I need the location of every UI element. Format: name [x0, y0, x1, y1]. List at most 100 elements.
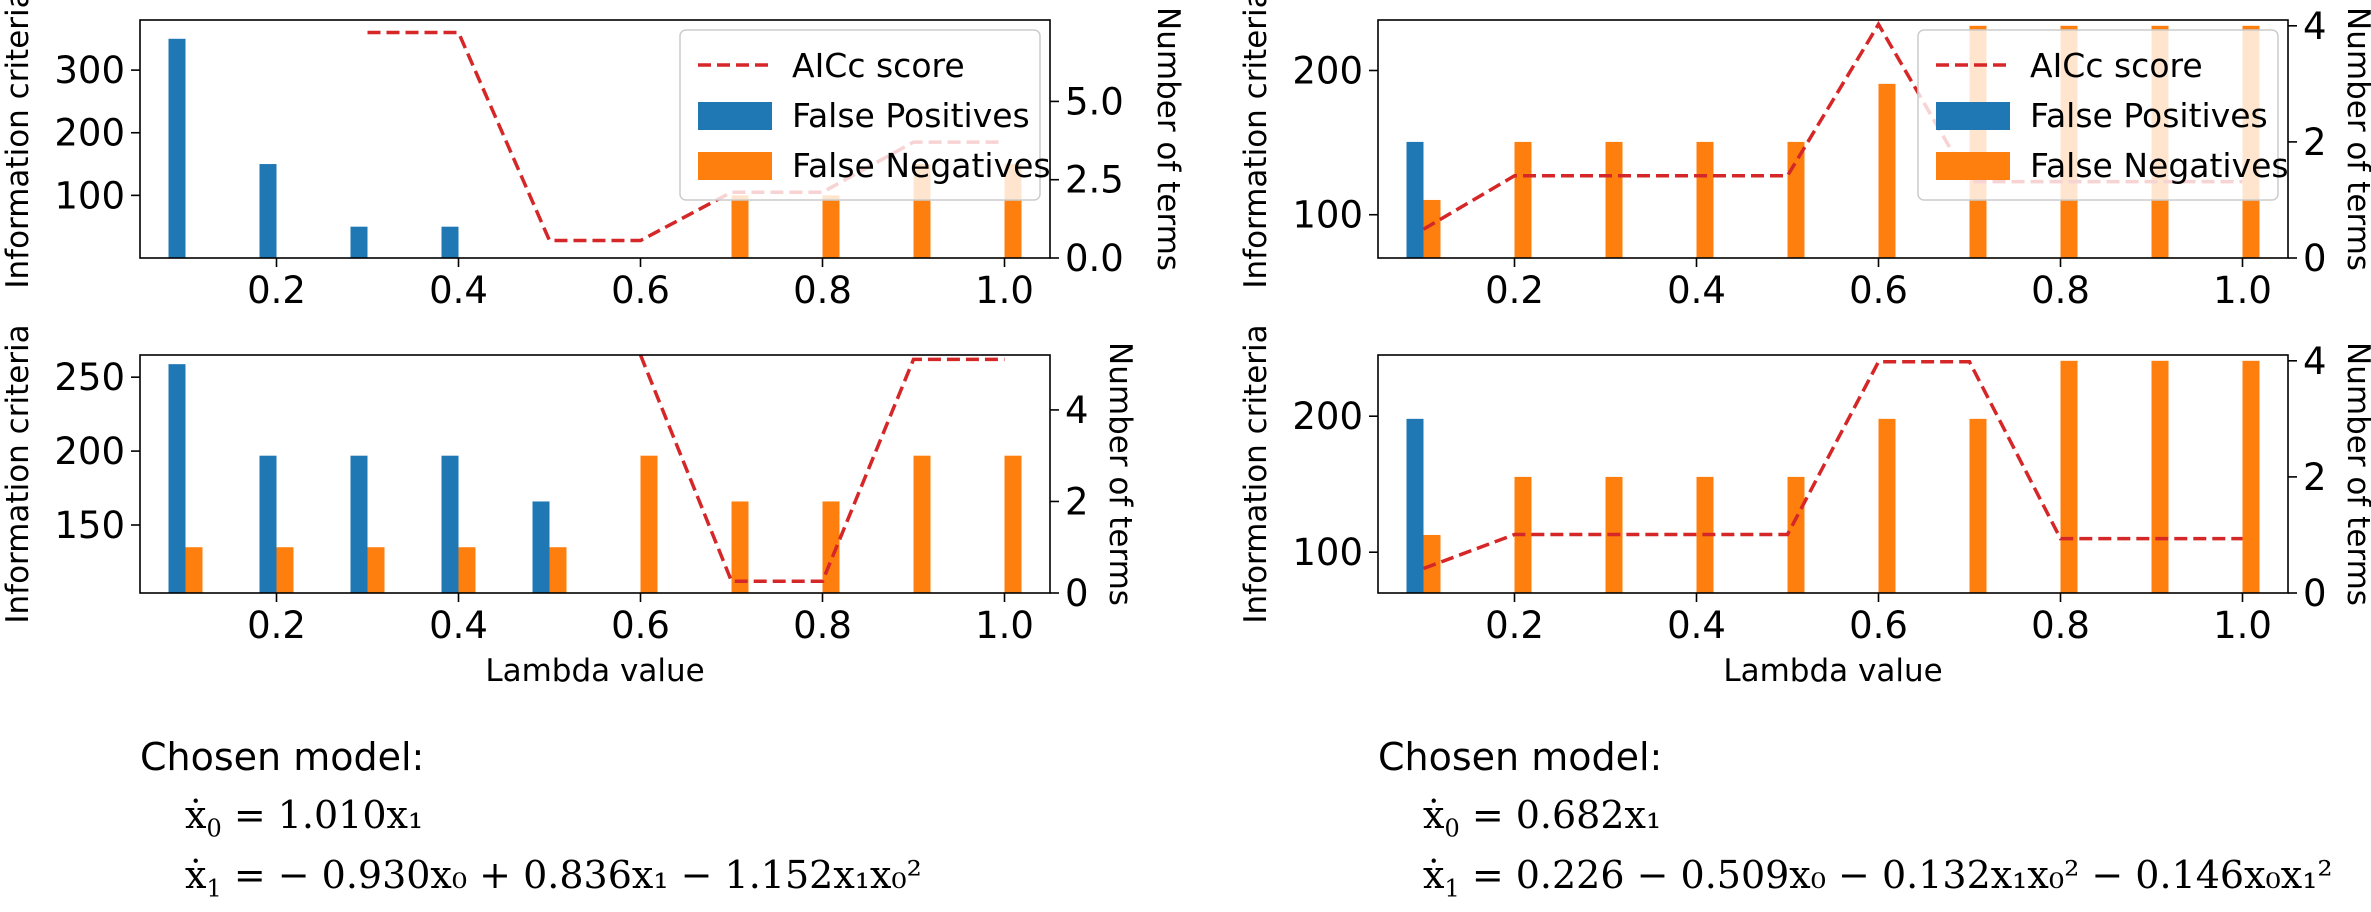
- x-tick-label: 0.4: [1667, 604, 1726, 647]
- x-tick-label: 0.6: [1849, 269, 1908, 312]
- false-positive-bar: [1406, 141, 1424, 258]
- x-axis-label: Lambda value: [1723, 653, 1942, 689]
- x-tick-label: 0.6: [1849, 604, 1908, 647]
- x-tick-label: 1.0: [975, 604, 1034, 647]
- y2-axis-label: Number of terms: [1150, 7, 1186, 271]
- y2-tick-label: 4: [2303, 340, 2327, 383]
- chart-panel-bottom-right: 0.2 0.4 0.6 0.8 1.0 100 200 0 2 4 Information crit…: [1238, 324, 2371, 689]
- legend: AICc score False Positives False Negatives: [1917, 29, 2289, 201]
- axes-frame: [139, 354, 1051, 594]
- false-negative-bar: [731, 501, 749, 593]
- false-positive-bar: [441, 226, 459, 258]
- false-negative-bar: [1696, 141, 1714, 258]
- false-negative-bar: [185, 547, 203, 593]
- false-negative-bar: [1969, 418, 1987, 593]
- false-negative-bar: [1004, 455, 1022, 593]
- false-negative-bar: [640, 455, 658, 593]
- x-tick-label: 0.2: [247, 269, 306, 312]
- x-tick-label: 1.0: [2213, 604, 2272, 647]
- x-tick-label: 0.8: [793, 269, 852, 312]
- x-tick-label: 0.4: [1667, 269, 1726, 312]
- false-negative-bar: [1514, 141, 1532, 258]
- false-negative-bar: [1423, 199, 1441, 258]
- false-positive-bar: [441, 455, 459, 593]
- false-negative-bar: [1787, 476, 1805, 593]
- legend-fp-label: False Positives: [2030, 96, 2268, 135]
- chosen-model-label: Chosen model:: [1378, 735, 1663, 779]
- false-negative-bar: [367, 547, 385, 593]
- false-negative-bar: [731, 195, 749, 258]
- equation-x0: ẋ0 = 0.682x₁: [1423, 793, 1662, 843]
- model-equations-left: Chosen model: ẋ0 = 1.010x₁ ẋ1 = − 0.930x…: [140, 735, 922, 912]
- y2-tick-label: 0: [2303, 572, 2327, 615]
- false-positive-bar: [259, 455, 277, 593]
- false-negative-bar: [276, 547, 294, 593]
- false-positive-bar: [168, 38, 186, 258]
- y2-tick-label: 4: [1065, 389, 1089, 432]
- false-positive-bar: [259, 164, 277, 258]
- x-axis-label: Lambda value: [485, 653, 704, 689]
- legend-fn-swatch: [698, 152, 772, 180]
- x-tick-label: 0.4: [429, 269, 488, 312]
- legend-fp-swatch: [1936, 102, 2010, 130]
- equation-rhs: = 1.010x₁: [233, 793, 424, 837]
- x-tick-label: 0.8: [2031, 604, 2090, 647]
- y-tick-label: 100: [1292, 531, 1363, 574]
- false-negative-bar: [2151, 360, 2169, 593]
- y-tick-label: 250: [54, 356, 125, 399]
- chart-panel-top-right: 0.2 0.4 0.6 0.8 1.0 100 200 0 2 4 Information crit…: [1238, 0, 2371, 312]
- false-negative-bar: [2060, 360, 2078, 593]
- y2-tick-label: 2: [2303, 121, 2327, 164]
- y-axis-label: Information criteria: [0, 324, 36, 623]
- y2-tick-label: 5.0: [1065, 80, 1124, 123]
- x-tick-label: 0.8: [793, 604, 852, 647]
- false-negative-bar: [2242, 360, 2260, 593]
- equation-rhs: = 0.226 − 0.509x₀ − 0.132x₁x₀² − 0.146x₀…: [1471, 852, 2333, 897]
- legend-fn-swatch: [1936, 152, 2010, 180]
- axes-frame: [139, 19, 1051, 259]
- eq-sub: 0: [206, 814, 222, 843]
- model-equations-right: Chosen model: ẋ0 = 0.682x₁ ẋ1 = 0.226 − …: [1378, 735, 2333, 912]
- eq-sub: 1: [206, 874, 222, 903]
- eq-sub: 0: [1444, 814, 1460, 843]
- chart-panel-bottom-left: 0.2 0.4 0.6 0.8 1.0 150 200 250 0 2 4 Information c…: [0, 324, 1138, 689]
- legend: AICc score False Positives False Negatives: [679, 29, 1051, 201]
- x-tick-label: 0.6: [611, 604, 670, 647]
- equation-x1: ẋ1 = 0.226 − 0.509x₀ − 0.132x₁x₀² − 0.14…: [1423, 852, 2333, 903]
- chosen-model-label: Chosen model:: [140, 735, 425, 779]
- eq-sub: 1: [1444, 874, 1460, 903]
- legend-fn-label: False Negatives: [2030, 146, 2289, 185]
- false-positive-bar: [168, 364, 186, 593]
- y2-tick-label: 2: [1065, 480, 1089, 523]
- false-negative-bar: [913, 455, 931, 593]
- y2-axis-label: Number of terms: [1102, 342, 1138, 606]
- y-tick-label: 100: [1292, 194, 1363, 237]
- axes-frame: [1377, 354, 2289, 594]
- y2-tick-label: 2.5: [1065, 159, 1124, 202]
- equation-rhs: = 0.682x₁: [1471, 793, 1662, 837]
- x-tick-label: 0.8: [2031, 269, 2090, 312]
- false-positive-bar: [350, 226, 368, 258]
- x-tick-label: 0.2: [247, 604, 306, 647]
- false-positive-bar: [1406, 418, 1424, 593]
- legend-fp-swatch: [698, 102, 772, 130]
- y2-tick-label: 4: [2303, 5, 2327, 48]
- chart-panel-top-left: 0.2 0.4 0.6 0.8 1.0 100 200 300 0.0 2.5 5.0 Informa…: [0, 0, 1186, 312]
- y-tick-label: 200: [54, 112, 125, 155]
- y2-tick-label: 0: [2303, 237, 2327, 280]
- false-negative-bar: [549, 547, 567, 593]
- equation-rhs: = − 0.930x₀ + 0.836x₁ − 1.152x₁x₀²: [233, 852, 922, 897]
- y-axis-label: Information criteria: [1238, 0, 1274, 289]
- y-tick-label: 200: [1292, 395, 1363, 438]
- false-positive-bar: [532, 501, 550, 593]
- x-tick-label: 0.2: [1485, 604, 1544, 647]
- y-tick-label: 150: [54, 504, 125, 547]
- y2-tick-label: 0: [1065, 572, 1089, 615]
- equation-x0: ẋ0 = 1.010x₁: [185, 793, 424, 843]
- x-tick-label: 1.0: [975, 269, 1034, 312]
- aicc-score-line: [1422, 360, 2243, 571]
- false-negative-bar: [458, 547, 476, 593]
- y-tick-label: 200: [54, 430, 125, 473]
- y-axis-label: Information criteria: [0, 0, 36, 289]
